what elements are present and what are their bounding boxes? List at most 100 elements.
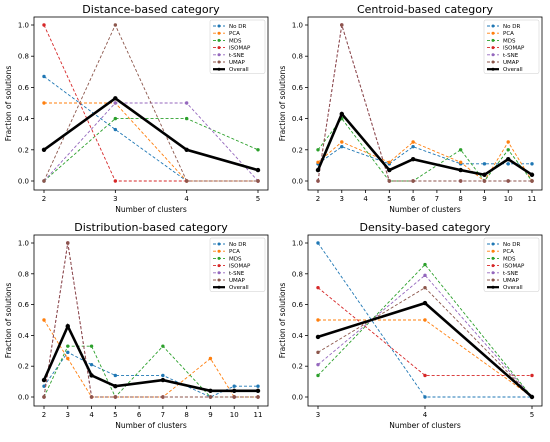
chart-panel-1: Distance-based category 0.0 0.2 0.4 0.6 0.8 1.… [4, 3, 269, 214]
data-point-no-dr [423, 395, 427, 399]
legend-entry: MDS [503, 38, 516, 44]
y-tick-label: 0.4 [18, 115, 30, 123]
data-point-overall [482, 172, 487, 177]
chart-panel-2: Centroid-based category 0.0 0.2 0.4 0.6 0.8 1.… [278, 3, 543, 214]
data-point-umap [256, 395, 260, 399]
data-point-umap [113, 23, 118, 27]
legend-marker [491, 60, 495, 64]
x-tick-label: 11 [254, 411, 263, 419]
y-tick-label: 0.8 [18, 53, 29, 61]
data-point-no-dr [113, 373, 118, 378]
data-point-isomap [423, 373, 427, 378]
data-point-no-dr [316, 241, 320, 245]
legend-entry: ISOMAP [229, 264, 251, 270]
y-tick-label: 0.6 [18, 301, 30, 309]
y-axis-label: Fraction of solutions [4, 283, 13, 359]
data-point-mds [184, 116, 189, 121]
series-line-isomap [317, 287, 532, 376]
legend-entry: No DR [503, 24, 520, 30]
x-tick-label: 8 [458, 195, 462, 203]
legend-marker [217, 31, 221, 35]
legend-marker [491, 67, 495, 71]
chart-title: Density-based category [360, 221, 491, 234]
data-point-t-sne [423, 273, 427, 278]
data-point-mds [256, 148, 260, 152]
data-point-no-dr [113, 127, 118, 132]
y-tick-label: 0.4 [292, 332, 304, 340]
data-point-umap [42, 395, 46, 399]
series-line-mds [317, 263, 533, 398]
legend-marker [217, 242, 221, 246]
data-point-pca [42, 318, 46, 322]
data-point-umap [66, 241, 70, 245]
x-axis-label: Number of clusters [389, 205, 461, 214]
data-point-isomap [113, 179, 118, 183]
y-tick-label: 0.8 [18, 270, 29, 278]
legend-entry: No DR [229, 242, 246, 248]
data-point-umap [184, 179, 189, 183]
legend-marker [217, 256, 221, 260]
legend-marker [491, 256, 495, 260]
data-point-overall [160, 377, 166, 383]
legend-entry: Overall [503, 285, 523, 291]
data-point-no-dr [161, 373, 165, 378]
data-point-overall [89, 373, 94, 378]
data-point-mds [113, 116, 118, 121]
x-tick-label: 4 [423, 411, 428, 419]
chart-title: Distribution-based category [74, 221, 228, 234]
legend-entry: ISOMAP [503, 46, 525, 52]
legend-entry: Overall [229, 67, 249, 73]
legend-entry: MDS [229, 256, 242, 262]
data-point-pca [423, 318, 427, 322]
series-line-mds [43, 345, 258, 398]
legend-marker [217, 249, 221, 253]
data-point-isomap [316, 285, 320, 290]
y-tick-label: 0.6 [292, 301, 304, 309]
series-line-overall [42, 323, 258, 393]
legend-marker [217, 271, 221, 275]
legend-entry: t-SNE [503, 53, 519, 59]
x-tick-label: 10 [504, 195, 513, 203]
legend-entry: t-SNE [229, 271, 245, 277]
data-point-t-sne [184, 101, 189, 105]
y-tick-label: 1.0 [292, 22, 303, 30]
data-point-umap [316, 179, 320, 183]
data-point-umap [208, 395, 213, 399]
series-line-no-dr [317, 146, 532, 165]
legend-entry: t-SNE [229, 53, 245, 59]
series-line-umap [317, 287, 533, 398]
legend-entry: Overall [503, 67, 523, 73]
data-point-mds [506, 148, 510, 152]
x-tick-label: 3 [66, 411, 70, 419]
legend-entry: UMAP [229, 60, 246, 66]
x-tick-label: 5 [113, 411, 117, 419]
legend-marker [491, 271, 495, 275]
data-point-umap [411, 179, 415, 183]
y-tick-label: 0.0 [18, 394, 29, 402]
data-point-overall [339, 111, 344, 117]
data-point-pca [66, 356, 70, 361]
legend-entry: MDS [503, 256, 516, 262]
x-tick-label: 5 [256, 195, 260, 203]
legend-marker [217, 60, 221, 64]
data-point-overall [255, 388, 261, 394]
x-tick-label: 3 [316, 411, 320, 419]
data-point-overall [410, 156, 416, 162]
legend-marker [491, 242, 495, 246]
data-point-overall [529, 394, 535, 400]
data-point-isomap [42, 23, 46, 27]
data-point-umap [42, 179, 46, 183]
data-point-overall [458, 167, 463, 173]
legend-entry: PCA [503, 249, 514, 255]
legend-marker [217, 285, 221, 289]
data-point-umap [458, 179, 463, 183]
x-axis-label: Number of clusters [115, 421, 187, 430]
legend-marker [491, 285, 495, 289]
data-point-t-sne [316, 362, 320, 367]
legend-entry: t-SNE [503, 271, 519, 277]
y-axis-label: Fraction of solutions [278, 66, 287, 142]
series-line-umap [317, 24, 532, 182]
data-point-no-dr [506, 162, 510, 166]
